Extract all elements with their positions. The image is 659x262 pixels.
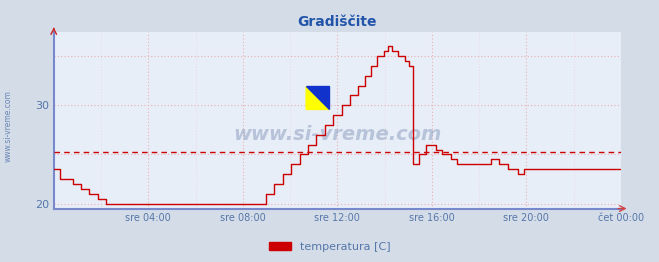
Title: Gradiščite: Gradiščite [298,15,377,29]
Legend: temperatura [C]: temperatura [C] [264,238,395,256]
Polygon shape [306,86,329,110]
Polygon shape [306,86,329,110]
Text: www.si-vreme.com: www.si-vreme.com [233,125,442,144]
Text: www.si-vreme.com: www.si-vreme.com [4,90,13,162]
